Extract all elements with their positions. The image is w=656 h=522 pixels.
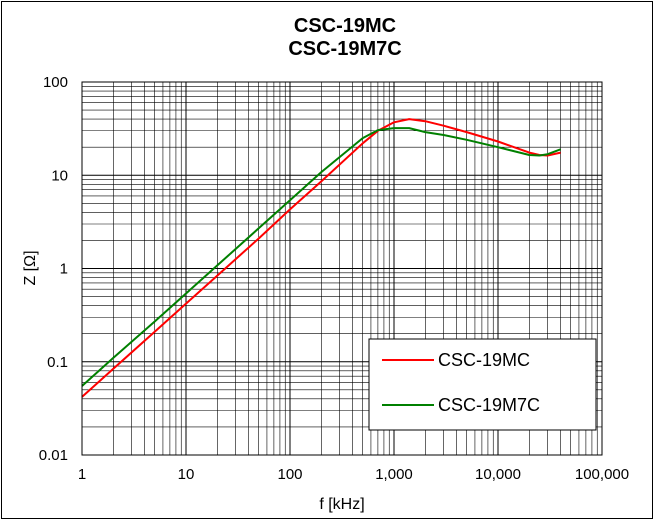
x-tick-label: 10,000 bbox=[475, 466, 521, 483]
x-tick-label: 10 bbox=[178, 466, 195, 483]
chart-title-line-1: CSC-19MC bbox=[294, 15, 396, 37]
y-tick-label: 1 bbox=[60, 261, 68, 278]
legend-label-csc-19m7c: CSC-19M7C bbox=[438, 395, 540, 415]
chart-title-line-2: CSC-19M7C bbox=[288, 38, 401, 60]
x-tick-label: 100,000 bbox=[575, 466, 629, 483]
plot-area-border bbox=[81, 81, 603, 456]
y-axis-label: Z [Ω] bbox=[22, 250, 39, 285]
legend-label-csc-19mc: CSC-19MC bbox=[438, 350, 530, 370]
y-tick-label: 0.01 bbox=[39, 447, 68, 464]
y-tick-label: 0.1 bbox=[47, 354, 68, 371]
legend: CSC-19MC CSC-19M7C bbox=[368, 338, 597, 431]
x-tick-label: 1,000 bbox=[375, 466, 413, 483]
y-tick-label: 100 bbox=[43, 74, 68, 91]
x-tick-label: 1 bbox=[78, 466, 86, 483]
series-lines bbox=[81, 118, 561, 398]
x-axis-label: f [kHz] bbox=[319, 496, 364, 513]
y-tick-label: 10 bbox=[51, 167, 68, 184]
x-tick-label: 100 bbox=[277, 466, 302, 483]
legend-box bbox=[368, 338, 597, 431]
series-line-csc-19m7c bbox=[81, 127, 561, 387]
series-line-csc-19mc bbox=[81, 118, 561, 398]
tick-labels: 1 10 100 1,000 10,000 100,000 0.01 0.1 1 10 100 bbox=[39, 74, 629, 483]
